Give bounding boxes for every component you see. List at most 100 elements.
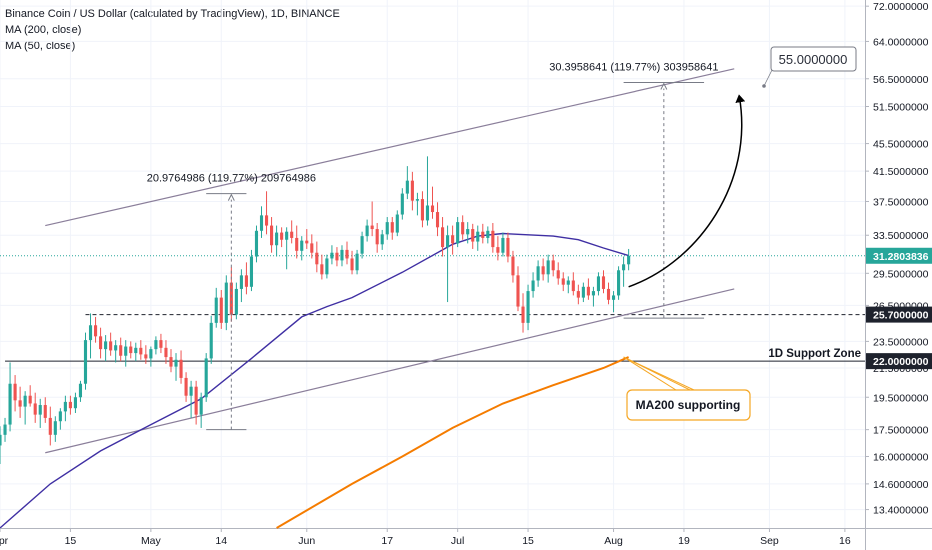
candle xyxy=(204,353,208,402)
candle xyxy=(310,234,314,259)
candle-body xyxy=(415,199,419,201)
indicator-ma50-label[interactable]: MA (50, close) xyxy=(5,40,76,52)
candle xyxy=(280,227,284,248)
indicator-ma200-label[interactable]: MA (200, close) xyxy=(5,24,82,36)
ma200-line xyxy=(276,356,629,529)
y-tick-label: 29.5000000 xyxy=(873,268,929,280)
callout-text: MA200 supporting xyxy=(636,398,741,412)
candle xyxy=(109,332,113,356)
candle-body xyxy=(566,280,570,285)
candle-body xyxy=(63,401,67,412)
candle xyxy=(521,293,525,333)
candle xyxy=(159,333,163,354)
candle xyxy=(48,406,52,446)
candle-body xyxy=(104,341,108,350)
candle xyxy=(471,223,475,249)
candle xyxy=(340,245,344,267)
candle xyxy=(63,395,67,422)
candle-body xyxy=(350,258,354,271)
candle xyxy=(134,342,138,362)
candle-body xyxy=(285,231,289,240)
candle xyxy=(511,250,515,283)
candle xyxy=(466,222,470,244)
candle-body xyxy=(310,243,314,253)
candle-body xyxy=(189,386,193,396)
candle-body xyxy=(611,295,616,300)
target-arrow xyxy=(628,94,746,288)
candle xyxy=(199,392,203,428)
candle-body xyxy=(596,276,601,292)
x-tick-label: 16 xyxy=(839,535,851,547)
candle xyxy=(350,250,354,275)
candle xyxy=(139,340,143,360)
candle xyxy=(8,362,12,432)
candle xyxy=(360,231,364,259)
candle-body xyxy=(330,252,334,259)
candle-body xyxy=(400,193,404,215)
candle xyxy=(305,229,309,249)
candle-body xyxy=(58,411,62,422)
price-tag[interactable] xyxy=(866,306,932,323)
price-axis[interactable]: 72.0000000 64.0000000 56.5000000 51.5000000… xyxy=(865,1,932,517)
x-tick-label: 15 xyxy=(65,535,77,547)
candle xyxy=(104,335,108,362)
candle-body xyxy=(375,229,379,245)
candle-body xyxy=(536,266,540,281)
candle-body xyxy=(551,260,555,271)
price-axis-background xyxy=(865,0,932,550)
callout-box xyxy=(626,389,751,421)
candle xyxy=(410,171,414,211)
candle-body xyxy=(229,282,233,315)
candle-body xyxy=(516,275,520,307)
candle-body xyxy=(209,322,213,359)
y-tick-label: 51.5000000 xyxy=(873,101,929,113)
candle-body xyxy=(380,234,384,245)
candle xyxy=(179,350,183,384)
candle xyxy=(617,266,621,300)
candle-body xyxy=(93,325,98,337)
candle-body xyxy=(461,222,465,235)
target-label-pointer xyxy=(763,69,773,87)
target-label: 55.0000000 xyxy=(762,46,857,88)
candle-body xyxy=(134,347,138,354)
candle xyxy=(622,256,626,287)
candle-body xyxy=(531,280,535,292)
candle xyxy=(43,397,47,423)
candle xyxy=(194,380,198,425)
candle-body xyxy=(481,231,485,238)
candle xyxy=(425,156,430,226)
candle-body xyxy=(305,240,309,244)
candle-body xyxy=(601,276,606,289)
x-tick-label: Jul xyxy=(451,535,464,547)
y-tick-label: 13.4000000 xyxy=(873,505,929,517)
candle-body xyxy=(440,227,445,248)
candle-body xyxy=(430,205,435,213)
candle xyxy=(144,345,148,364)
candle-body xyxy=(88,325,93,341)
price-tag[interactable] xyxy=(866,353,932,370)
candle-body xyxy=(486,230,490,238)
time-axis[interactable]: Apr 15 May 14 Jun 17 Jul 15 Aug 19 Sep 16 xyxy=(0,528,851,547)
candle-body xyxy=(365,225,369,237)
y-tick-label: 19.5000000 xyxy=(873,392,929,404)
candle xyxy=(481,223,485,244)
candle-body xyxy=(451,235,455,244)
candle-body xyxy=(8,383,12,425)
measure-arrow-icon xyxy=(660,82,668,90)
price-tag[interactable] xyxy=(866,247,932,264)
candle-body xyxy=(456,222,460,244)
candle xyxy=(566,276,570,294)
candle xyxy=(526,284,530,331)
candle xyxy=(571,272,575,296)
candle-body xyxy=(511,256,515,276)
candle-body xyxy=(53,421,57,435)
candle-body xyxy=(581,286,585,298)
channel-lower-line xyxy=(45,288,735,454)
candle xyxy=(430,186,435,219)
callout-pointer-edge xyxy=(623,356,677,391)
candle-body xyxy=(556,270,560,279)
candle-body xyxy=(164,347,168,358)
candle-body xyxy=(491,230,495,248)
